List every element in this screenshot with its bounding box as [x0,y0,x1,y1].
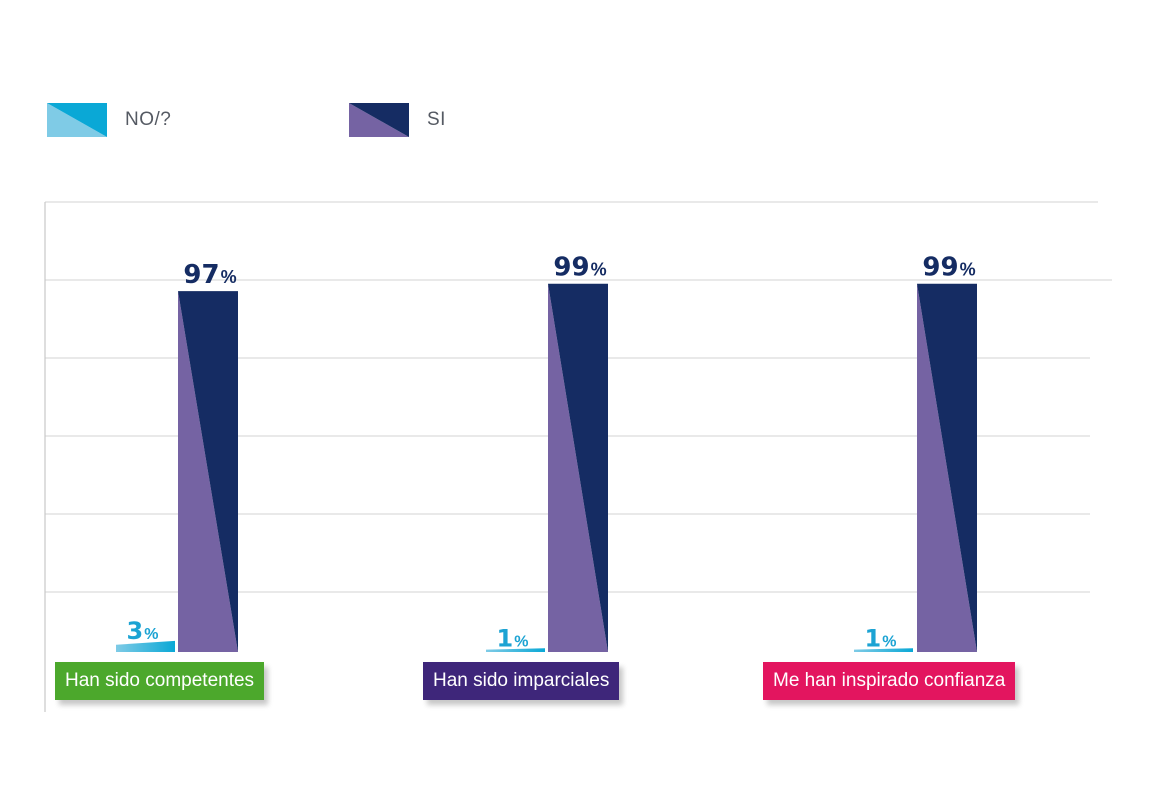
legend-swatch [47,103,107,137]
value-label-no-han-sido-competentes: 3% [127,617,159,645]
value-label-si-han-sido-imparciales: 99% [553,253,606,283]
bar-si-han-sido-competentes [178,291,238,652]
category-label-han-sido-imparciales: Han sido imparciales [423,662,620,700]
value-label-si-han-sido-competentes: 97% [183,260,236,290]
bar-no-han-sido-imparciales [486,648,545,652]
value-label-no-me-han-inspirado-confianza: 1% [865,624,897,652]
legend-label: NO/? [125,109,172,130]
legend-item-no: NO/? [47,102,171,138]
bar-no-han-sido-competentes [116,640,175,652]
legend-swatch [349,103,409,137]
category-label-han-sido-competentes: Han sido competentes [55,662,265,700]
legend-item-si: SI [349,102,446,138]
category-label-me-han-inspirado-confianza: Me han inspirado confianza [763,662,1016,700]
bar-si-han-sido-imparciales [548,283,608,652]
value-label-no-han-sido-imparciales: 1% [497,624,529,652]
bar-si-me-han-inspirado-confianza [917,283,977,652]
legend-label: SI [427,109,446,130]
value-label-si-me-han-inspirado-confianza: 99% [922,253,975,283]
bar-no-me-han-inspirado-confianza [854,648,913,652]
legend: NO/? SI [47,102,547,138]
